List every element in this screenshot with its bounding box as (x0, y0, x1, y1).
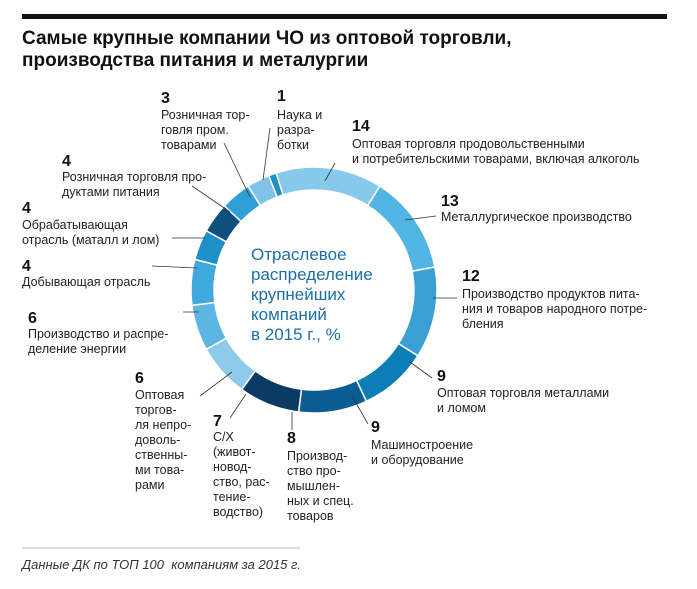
leader-line (404, 215, 437, 221)
top-rule (22, 14, 667, 19)
leader-line (324, 162, 336, 182)
value-label: 12 (462, 268, 480, 285)
category-label: Металлургическое производство (441, 210, 632, 224)
leader-line (191, 185, 231, 213)
chart-title: Самые крупные компании ЧО из оптовой тор… (22, 28, 512, 71)
leader-line (409, 361, 433, 379)
category-label: Машиностроение и оборудование (371, 438, 474, 467)
leader-line (262, 127, 271, 181)
category-label: Производство продуктов пита- ния и товар… (462, 287, 648, 331)
value-label: 7 (213, 413, 222, 430)
category-label: Розничная торговля про- дуктами питания (62, 170, 207, 199)
value-label: 1 (277, 88, 286, 105)
donut-segment (366, 185, 436, 273)
value-label: 13 (441, 193, 459, 210)
category-label: Наука и разра- ботки (277, 108, 323, 152)
category-label: Обрабатывающая отрасль (маталл и лом) (22, 218, 160, 247)
donut-segment (355, 342, 419, 403)
donut-segment (267, 172, 285, 198)
donut-segment (275, 166, 381, 207)
value-label: 9 (371, 419, 380, 436)
center-label: Отраслевое распределение крупнейших комп… (251, 245, 373, 344)
category-label: С/Х (живот- новод- ство, рас- тение- вод… (213, 430, 270, 519)
value-label: 4 (22, 258, 31, 275)
source-note: Данные ДК по ТОП 100 компаниям за 2015 г… (22, 557, 302, 572)
value-label: 6 (135, 370, 144, 387)
category-label: Розничная тор- говля пром. товарами (161, 108, 250, 152)
category-label: Добывающая отрасль (22, 275, 151, 289)
leader-line (223, 142, 251, 198)
value-label: 9 (437, 368, 446, 385)
value-label: 4 (22, 200, 31, 217)
category-label: Оптовая торговля продовольственными и по… (352, 137, 640, 166)
value-label: 3 (161, 90, 170, 107)
leader-line (229, 393, 247, 419)
leader-line (351, 395, 369, 425)
leader-line (151, 265, 198, 269)
donut-segment (297, 379, 368, 414)
value-label: 4 (62, 153, 71, 170)
category-label: Оптовая торгов- ля непро- доволь- ственн… (135, 388, 192, 492)
value-label: 6 (28, 310, 37, 327)
category-label: Производ- ство про- мышлен- ных и спец. … (287, 449, 354, 523)
donut-segment (397, 266, 438, 357)
leader-line (199, 371, 233, 397)
value-label: 8 (287, 430, 296, 447)
category-label: Оптовая торговля металлами и ломом (437, 386, 610, 415)
category-label: Производство и распре- деление энергии (28, 327, 169, 356)
donut-segment (190, 258, 219, 307)
value-label: 14 (352, 118, 370, 135)
